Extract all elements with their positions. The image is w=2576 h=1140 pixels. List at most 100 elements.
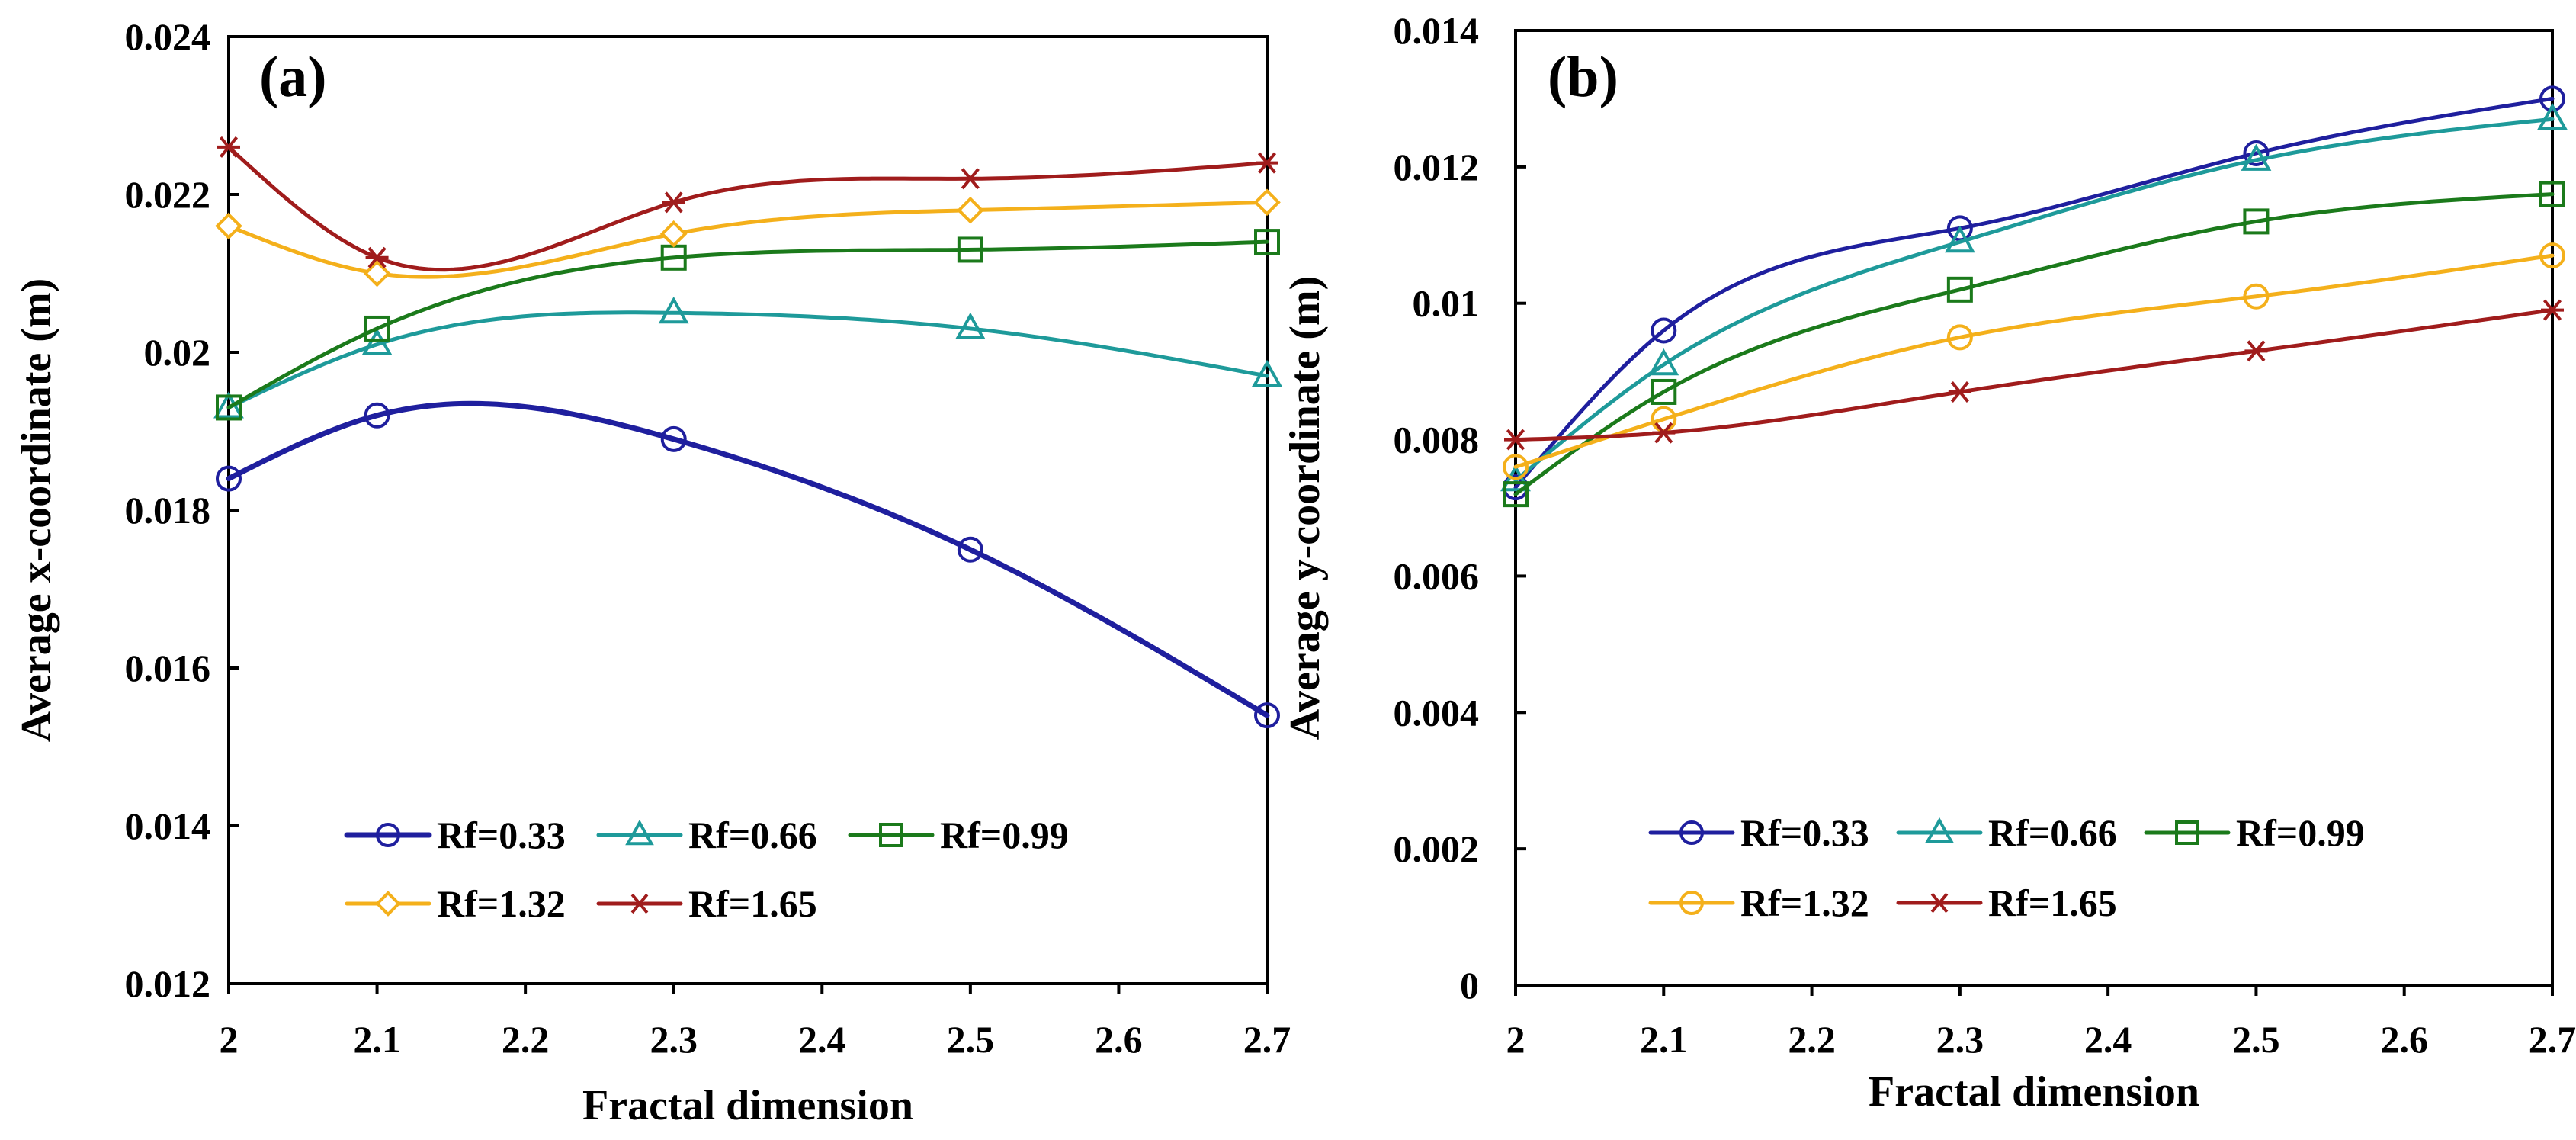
- data-point-marker: [1253, 188, 1281, 217]
- y-tick-label: 0.012: [125, 962, 211, 1005]
- legend-label: Rf=0.66: [688, 814, 817, 856]
- series-rf-0-99: [1503, 181, 2565, 508]
- series-line: [226, 239, 1269, 409]
- x-axis-title: Fractal dimension: [582, 1082, 913, 1129]
- legend-label: Rf=0.99: [940, 814, 1069, 856]
- y-tick-label: 0.014: [1394, 9, 1480, 52]
- y-tick-label: 0.014: [125, 804, 211, 847]
- data-point-marker: [364, 402, 390, 429]
- data-point-marker: [1946, 276, 1973, 303]
- data-point-marker: [1651, 378, 1677, 405]
- legend-marker: [1925, 817, 1954, 843]
- data-point-marker: [1500, 464, 1531, 492]
- y-tick-label: 0.01: [1413, 282, 1480, 325]
- x-tick-label: 2.5: [947, 1018, 995, 1061]
- y-tick-label: 0.024: [125, 15, 211, 58]
- data-point-marker: [216, 394, 242, 421]
- x-tick-label: 2.2: [1788, 1018, 1836, 1061]
- data-point-marker: [364, 315, 390, 342]
- legend-item: Rf=0.33: [344, 814, 566, 856]
- x-tick-label: 2.3: [650, 1018, 698, 1061]
- y-axis-title: Average y-coordinate (m): [1282, 276, 1329, 740]
- y-tick-label: 0.006: [1394, 554, 1480, 597]
- legend-marker: [376, 823, 400, 847]
- data-point-marker: [2243, 208, 2270, 235]
- data-point-marker: [1948, 381, 1971, 403]
- series-rf-0-33: [216, 400, 1280, 729]
- x-tick-label: 2.4: [2084, 1018, 2132, 1061]
- panel-a: 0.012 0.014 0.016 0.018 0.02 0.022 0.024 2 2.1 2.…: [13, 15, 1291, 1129]
- legend-label: Rf=1.32: [1740, 881, 1869, 924]
- x-axis-title: Fractal dimension: [1869, 1068, 2199, 1116]
- x-tick-label: 2.1: [1640, 1018, 1688, 1061]
- legend-marker: [1929, 892, 1950, 914]
- panel-label: (b): [1548, 45, 1618, 109]
- panel-b: 0 0.002 0.004 0.006 0.008 0.01 0.012 0.014 2 2.1 2…: [1282, 9, 2576, 1116]
- legend-item: Rf=1.65: [1896, 881, 2117, 924]
- legend-marker: [625, 819, 654, 846]
- series-rf-0-33: [1503, 85, 2565, 501]
- plot-area-frame: [1514, 29, 2554, 987]
- series-line: [1513, 253, 2555, 469]
- x-tick-label: 2: [220, 1018, 239, 1061]
- data-point-marker: [1252, 359, 1282, 387]
- legend-item: Rf=1.65: [596, 882, 817, 925]
- x-tick-label: 2: [1506, 1018, 1525, 1061]
- y-tick-label: 0: [1460, 964, 1479, 1007]
- series-line: [1513, 96, 2555, 490]
- data-point-marker: [2539, 181, 2565, 207]
- legend-marker: [879, 823, 903, 847]
- data-point-marker: [365, 246, 389, 268]
- data-point-marker: [954, 312, 986, 339]
- data-point-marker: [1648, 348, 1679, 376]
- legend: Rf=0.33 Rf=0.66 Rf=0.99 Rf=1.32 Rf=1.65: [344, 814, 1069, 925]
- legend-item: Rf=0.66: [596, 814, 817, 856]
- x-tick-label: 2.5: [2232, 1018, 2280, 1061]
- legend-marker: [629, 893, 650, 914]
- series-rf-1-65: [1504, 299, 2564, 451]
- data-point-marker: [1256, 152, 1278, 174]
- series-line: [226, 145, 1269, 272]
- data-point-marker: [1503, 454, 1529, 480]
- legend: Rf=0.33 Rf=0.66 Rf=0.99 Rf=1.32 Rf=1.65: [1648, 811, 2365, 924]
- series-line: [1513, 192, 2555, 496]
- data-point-marker: [1944, 225, 1975, 253]
- series-rf-1-32: [1503, 242, 2565, 480]
- data-point-marker: [659, 220, 688, 248]
- data-point-marker: [1946, 215, 1973, 242]
- data-point-marker: [958, 168, 982, 190]
- x-tick-label: 2.7: [1243, 1018, 1291, 1061]
- series-rf-1-65: [217, 136, 1278, 272]
- data-point-marker: [2243, 140, 2270, 166]
- data-point-marker: [361, 328, 393, 355]
- data-point-marker: [2539, 242, 2565, 269]
- x-tick-label: 2.6: [1095, 1018, 1143, 1061]
- x-tick-label: 2.1: [353, 1018, 401, 1061]
- data-point-marker: [1504, 429, 1527, 451]
- data-point-marker: [662, 191, 685, 214]
- legend-marker: [375, 891, 401, 917]
- legend-marker: [1679, 820, 1704, 845]
- data-point-marker: [1652, 422, 1676, 444]
- legend-marker: [2175, 820, 2199, 845]
- legend-item: Rf=0.33: [1648, 811, 1869, 854]
- series-rf-1-32: [215, 188, 1281, 287]
- data-point-marker: [216, 465, 242, 492]
- series-line: [226, 200, 1269, 279]
- y-tick-label: 0.008: [1394, 419, 1480, 461]
- data-point-marker: [2244, 340, 2268, 362]
- data-point-marker: [1254, 229, 1280, 255]
- x-tick-label: 2.3: [1936, 1018, 1984, 1061]
- y-tick-label: 0.004: [1394, 691, 1480, 734]
- legend-item: Rf=1.32: [345, 882, 566, 925]
- data-point-marker: [2541, 299, 2564, 321]
- y-axis-title: Average x-coordinate (m): [13, 278, 60, 743]
- data-point-marker: [1946, 324, 1973, 351]
- data-point-marker: [2539, 85, 2565, 112]
- legend-label: Rf=0.66: [1988, 811, 2117, 854]
- legend-item: Rf=0.99: [848, 814, 1069, 856]
- x-tick-label: 2.2: [502, 1018, 550, 1061]
- x-tick-label: 2.7: [2529, 1018, 2576, 1061]
- data-point-marker: [217, 136, 240, 158]
